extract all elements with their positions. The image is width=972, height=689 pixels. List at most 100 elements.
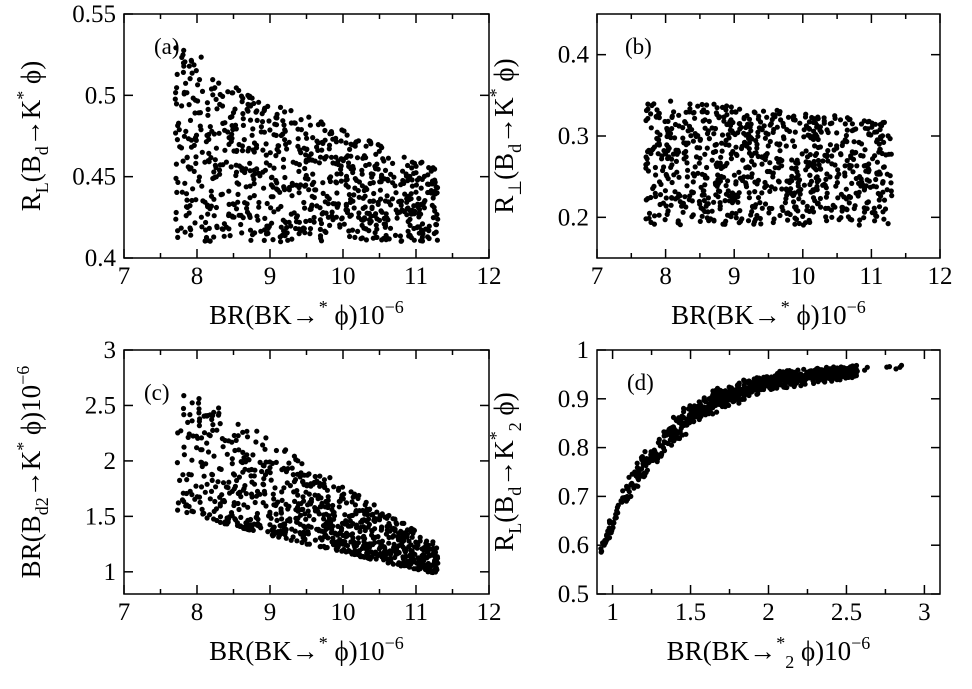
data-point	[204, 481, 210, 487]
data-point	[701, 192, 707, 198]
data-point	[182, 229, 188, 235]
data-point	[296, 219, 302, 225]
data-point	[255, 217, 261, 223]
data-point	[323, 154, 329, 160]
data-point	[357, 554, 364, 560]
data-point	[425, 234, 431, 240]
x-tick-label: 9	[728, 263, 741, 290]
data-point	[715, 177, 721, 183]
data-point	[856, 222, 862, 228]
data-point	[881, 197, 888, 203]
data-point	[759, 205, 765, 211]
data-point	[344, 132, 350, 138]
data-point	[359, 171, 365, 177]
data-point	[710, 388, 716, 394]
data-point	[261, 129, 267, 135]
data-point	[275, 499, 281, 505]
data-point	[270, 237, 276, 243]
data-point	[676, 191, 682, 197]
data-point	[238, 93, 245, 99]
data-point	[669, 114, 675, 120]
data-point	[356, 214, 362, 220]
data-point	[730, 399, 736, 405]
data-point	[310, 135, 316, 141]
data-point	[239, 230, 245, 236]
data-point	[887, 136, 893, 142]
y-tick-label: 0.9	[558, 386, 589, 413]
data-point	[238, 514, 244, 521]
x-tick-label: 12	[477, 599, 502, 626]
data-point	[811, 380, 817, 386]
data-point	[239, 143, 245, 149]
data-point	[654, 107, 660, 113]
data-point	[183, 191, 190, 197]
data-point	[697, 413, 703, 419]
data-point	[242, 200, 248, 206]
data-point	[667, 130, 674, 137]
data-point	[249, 466, 255, 473]
data-point	[323, 532, 329, 539]
data-point	[246, 145, 252, 151]
data-point	[190, 433, 196, 439]
data-point	[301, 498, 307, 504]
data-point	[709, 125, 715, 131]
data-point	[683, 120, 689, 126]
data-point	[428, 562, 434, 569]
data-point	[650, 146, 656, 152]
data-point	[186, 102, 192, 108]
data-point	[240, 429, 246, 435]
data-point	[187, 117, 194, 123]
data-point	[430, 215, 436, 221]
data-point	[280, 118, 286, 124]
data-point	[852, 203, 858, 209]
data-point	[736, 169, 742, 175]
data-point	[683, 204, 689, 210]
data-point	[733, 215, 739, 221]
data-point	[829, 214, 835, 220]
data-point	[287, 516, 293, 522]
data-point	[235, 421, 241, 427]
data-point	[718, 154, 724, 160]
data-point	[888, 180, 894, 186]
data-point	[291, 453, 297, 459]
data-point	[174, 189, 180, 195]
data-point	[247, 117, 254, 123]
data-point	[346, 547, 352, 554]
data-point	[177, 477, 183, 483]
data-point	[318, 119, 324, 125]
data-point	[356, 194, 362, 200]
data-point	[672, 189, 678, 195]
data-point	[231, 502, 237, 509]
data-point	[251, 521, 257, 527]
data-point	[347, 146, 353, 152]
data-point	[214, 224, 220, 231]
data-point	[244, 428, 250, 434]
data-point	[320, 523, 327, 529]
data-point	[363, 237, 369, 243]
data-point	[249, 95, 255, 101]
data-point	[244, 205, 250, 211]
data-point	[842, 121, 848, 127]
data-point	[824, 190, 830, 196]
data-point	[234, 147, 240, 154]
data-point	[175, 507, 181, 513]
data-point	[210, 92, 216, 98]
data-point	[259, 468, 265, 475]
data-point	[690, 138, 697, 144]
data-point	[827, 142, 834, 148]
data-point	[797, 120, 803, 126]
data-point	[173, 175, 179, 181]
data-point	[268, 515, 274, 521]
data-point	[324, 526, 330, 532]
data-point	[726, 389, 732, 395]
data-point	[749, 171, 755, 177]
data-point	[422, 198, 428, 204]
data-point	[690, 110, 696, 116]
data-point	[697, 201, 703, 207]
data-point	[793, 165, 799, 171]
data-point	[761, 123, 767, 129]
data-point	[226, 211, 232, 217]
data-point	[286, 460, 292, 466]
data-point	[779, 204, 785, 210]
data-point	[432, 191, 439, 197]
